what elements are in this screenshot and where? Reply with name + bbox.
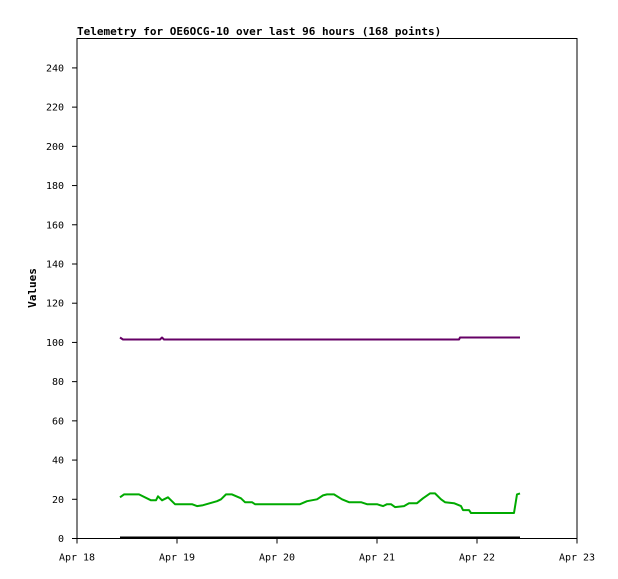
y-tick-label: 20 [52,495,64,506]
x-tick-label: Apr 19 [159,553,195,564]
y-tick-label: 80 [52,377,64,388]
y-tick-label: 180 [46,181,64,192]
y-tick-label: 140 [46,259,64,270]
x-tick-label: Apr 21 [359,553,395,564]
y-tick-label: 100 [46,338,64,349]
series-lines [119,336,521,539]
plot-frame [76,38,578,539]
y-tick-label: 160 [46,220,64,231]
x-tick-label: Apr 23 [559,553,595,564]
y-axis: 0 20 40 60 80 100 120 140 160 180 200 220 240 [46,63,77,545]
y-tick-label: 120 [46,299,64,310]
y-tick-label: 240 [46,63,64,74]
chart-title: Telemetry for OE6OCG-10 over last 96 hou… [77,25,441,38]
y-axis-label: Values [26,268,39,308]
x-tick-label: Apr 20 [259,553,295,564]
y-tick-label: 0 [58,534,64,545]
series-line-2 [119,492,521,514]
x-axis: Apr 18 Apr 19 Apr 20 Apr 21 Apr 22 Apr 23 [59,538,595,564]
y-tick-label: 40 [52,456,64,467]
y-tick-label: 60 [52,416,64,427]
y-tick-label: 200 [46,142,64,153]
series-line-1 [119,336,520,341]
x-tick-label: Apr 22 [459,553,495,564]
y-tick-label: 220 [46,103,64,114]
x-tick-label: Apr 18 [59,553,95,564]
